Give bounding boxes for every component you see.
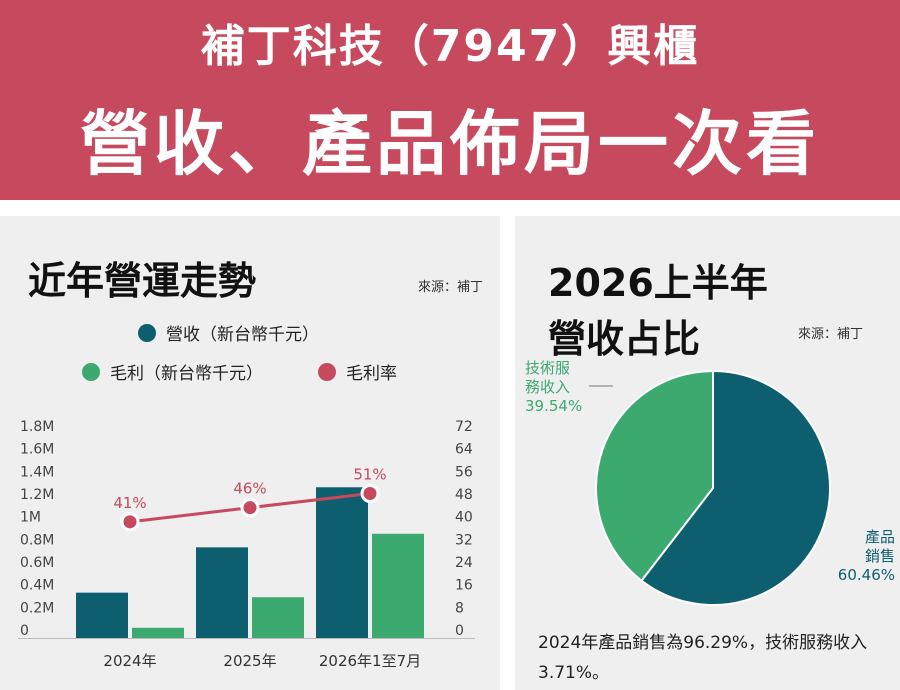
pie-label-product-line1: 產品 [865, 528, 895, 546]
margin-data-label: 46% [233, 480, 266, 498]
trend-source: 來源：補丁 [418, 280, 484, 295]
pie-slice [595, 369, 714, 583]
legend-gross-profit-dot [82, 362, 100, 381]
share-source: 來源：補丁 [798, 327, 864, 342]
legend-gross-profit-label: 毛利（新台幣千元） [110, 364, 263, 384]
y-left-tick-label: 0 [20, 623, 29, 639]
y-right-tick-label: 16 [455, 578, 473, 594]
revenue-bar [316, 487, 368, 638]
margin-data-label: 41% [113, 494, 146, 512]
y-right-tick-label: 48 [455, 487, 473, 503]
pie-label-service-line2: 務收入 [525, 378, 570, 396]
gross-profit-bar [252, 597, 304, 638]
y-left-tick-label: 0.6M [20, 555, 54, 571]
trend-chart: 0 0.2M 0.4M 0.6M 0.8M 1M 1.2M 1.4M 1.6M 1.8M 0 8 16 2… [18, 419, 475, 670]
y-right-tick-label: 8 [455, 600, 464, 616]
legend-margin-label: 毛利率 [346, 364, 397, 384]
trend-heading: 近年營運走勢 [28, 259, 257, 303]
pie-label-product-line2: 銷售 [865, 547, 895, 565]
y-right-tick-label: 40 [455, 510, 473, 526]
x-tick-label: 2025年 [223, 652, 276, 670]
y-right-tick-label: 0 [455, 623, 464, 639]
y-left-tick-label: 1.2M [20, 487, 54, 503]
legend-revenue: 營收（新台幣千元） [138, 320, 319, 345]
header-banner: 補丁科技（7947）興櫃 營收、產品佈局一次看 [0, 0, 900, 200]
pie-label-product-value: 60.46% [838, 566, 895, 584]
y-left-tick-label: 1.6M [20, 442, 54, 458]
revenue-bar [196, 547, 248, 638]
legend-margin: 毛利率 [318, 359, 397, 384]
share-note: 2024年產品銷售為96.29%，技術服務收入3.71%。 [538, 633, 868, 683]
y-left-tick-label: 1.4M [20, 464, 54, 480]
y-left-tick-label: 0.4M [20, 578, 54, 594]
y-right-tick-label: 64 [455, 442, 473, 458]
share-heading-line1: 2026上半年 [548, 261, 768, 305]
y-left-tick-label: 0.8M [20, 532, 54, 548]
gross-profit-bar [132, 627, 184, 638]
margin-point [120, 512, 140, 532]
legend-gross-profit: 毛利（新台幣千元） [82, 359, 263, 384]
margin-point [360, 484, 380, 503]
pie-label-service-line1: 技術服 [525, 359, 570, 377]
gross-profit-bar [372, 533, 424, 638]
y-left-tick-label: 0.2M [20, 600, 54, 616]
title-line1: 補丁科技（7947）興櫃 [200, 21, 700, 72]
x-tick-label: 2024年 [103, 652, 156, 670]
y-right-tick-label: 72 [455, 419, 473, 435]
y-right-tick-label: 56 [455, 464, 473, 480]
y-left-tick-label: 1M [20, 510, 41, 526]
revenue-bar [76, 592, 128, 638]
share-panel: 2026上半年 營收占比 來源：補丁 產品 銷售 60.46% 技術服 務收入 39.54… [515, 216, 900, 690]
margin-point [240, 498, 260, 518]
y-right-tick-label: 32 [455, 532, 473, 548]
margin-data-label: 51% [353, 466, 386, 484]
share-heading-line2: 營收占比 [548, 317, 701, 361]
pie-slice [640, 369, 831, 606]
x-tick-label: 2026年1至7月 [319, 652, 421, 670]
pie-label-service-value: 39.54% [525, 397, 582, 415]
y-left-tick-label: 1.8M [20, 419, 54, 435]
legend-margin-dot [318, 362, 336, 381]
legend-revenue-dot [138, 323, 156, 342]
y-right-tick-label: 24 [455, 555, 473, 571]
title-line2: 營收、產品佈局一次看 [80, 103, 820, 185]
legend-revenue-label: 營收（新台幣千元） [166, 325, 319, 345]
trend-panel: 近年營運走勢 來源：補丁 營收（新台幣千元） 毛利（新台幣千元） 毛利率 0 0.… [0, 216, 500, 690]
